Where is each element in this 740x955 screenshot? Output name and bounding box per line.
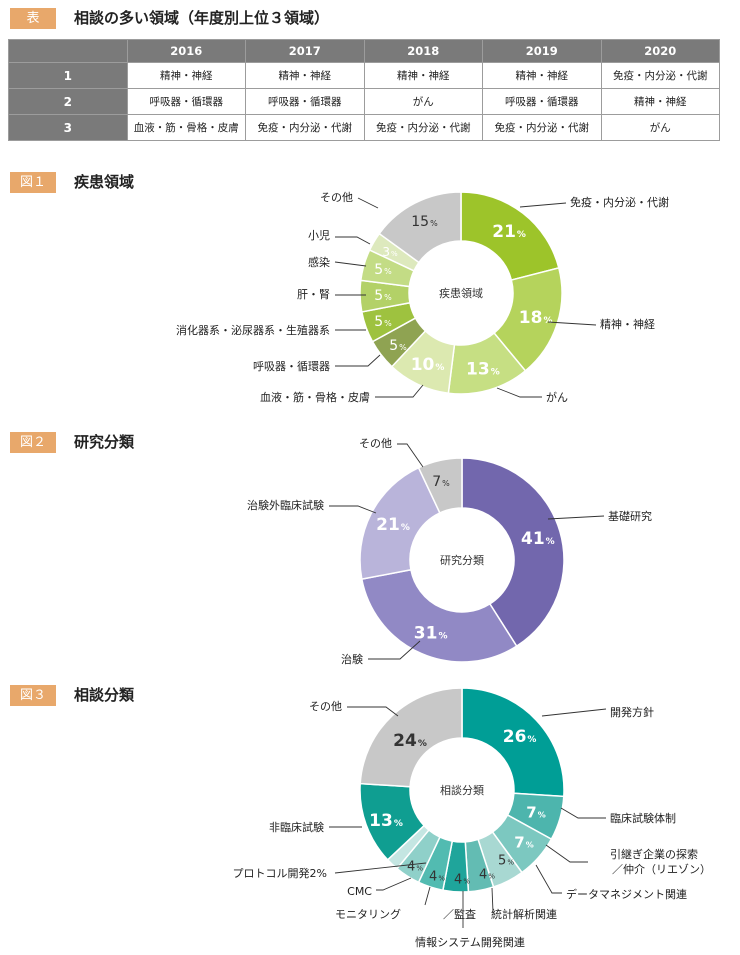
table-row: 3 血液・筋・骨格・皮膚 免疫・内分泌・代謝 免疫・内分泌・代謝 免疫・内分泌・…	[8, 114, 720, 141]
table-cell: 精神・神経	[482, 62, 602, 89]
rank-cell: 3	[8, 114, 128, 141]
top-regions-table: 2016 2017 2018 2019 2020 1 精神・神経 精神・神経 精…	[8, 39, 720, 141]
leader-line	[541, 708, 607, 717]
leader-line	[334, 261, 367, 267]
category-label: 感染	[308, 255, 330, 269]
year-header: 2018	[363, 39, 483, 63]
table-header-row: 2016 2017 2018 2019 2020	[8, 39, 720, 63]
donut-slice	[359, 687, 463, 788]
table-cell: 精神・神経	[126, 62, 246, 89]
leader-line	[347, 706, 399, 717]
figure1-title: 疾患領域	[74, 173, 135, 191]
donut-slice	[461, 457, 565, 648]
figure3-title: 相談分類	[74, 686, 135, 704]
year-header: 2016	[126, 39, 246, 63]
figure1-tag: 図１	[10, 172, 56, 193]
table-cell: 免疫・内分泌・代謝	[482, 114, 602, 141]
category-label: 小児	[308, 229, 330, 242]
leader-line	[375, 384, 424, 398]
category-label: 開発方針	[610, 705, 654, 719]
donut-slice	[378, 191, 462, 264]
table-cell: がん	[363, 88, 483, 115]
figure3-tag: 図３	[10, 685, 56, 706]
year-header: 2020	[600, 39, 720, 63]
table-cell: 血液・筋・骨格・皮膚	[126, 114, 246, 141]
category-label: 基礎研究	[608, 509, 652, 523]
category-label: その他	[320, 191, 353, 204]
donut-slice	[417, 457, 463, 514]
category-label: がん	[546, 390, 568, 404]
leader-line	[335, 354, 381, 367]
leader-line	[519, 202, 567, 208]
figure2-tag: 図２	[10, 432, 56, 453]
table-cell: 精神・神経	[245, 62, 365, 89]
table-title: 相談の多い領域（年度別上位３領域）	[74, 9, 330, 27]
category-label: 消化器系・泌尿器系・生殖器系	[176, 323, 330, 337]
table-cell: 免疫・内分泌・代謝	[600, 62, 720, 89]
category-label: その他	[309, 700, 342, 713]
category-label: プロトコル開発2%	[233, 866, 327, 880]
leader-line	[335, 236, 371, 245]
category-label: 臨床試験体制	[610, 811, 676, 825]
category-label: 情報システム開発関連	[415, 935, 525, 949]
category-label: 非臨床試験	[269, 820, 324, 834]
leader-line	[496, 387, 542, 398]
category-label: データマネジメント関連	[566, 887, 687, 901]
category-label: モニタリング	[335, 907, 401, 921]
leader-line	[535, 864, 562, 894]
table-cell: 精神・神経	[363, 62, 483, 89]
category-label: 治験	[341, 652, 363, 666]
category-label: ／仲介（リエゾン）	[612, 862, 711, 876]
leader-line	[560, 807, 606, 819]
category-label: 統計解析関連	[491, 907, 557, 921]
year-header: 2019	[482, 39, 602, 63]
year-header: 2017	[245, 39, 365, 63]
table-tag: 表	[10, 8, 56, 29]
consultation-type-donut-chart: 26%7%7%5%4%4%4%4%13%24%相談分類開発方針臨床試験体制引継ぎ…	[233, 687, 711, 949]
leader-line	[547, 321, 597, 326]
leader-line	[376, 877, 412, 891]
category-label: 精神・神経	[600, 317, 655, 331]
table-cell: 呼吸器・循環器	[482, 88, 602, 115]
table-cell: 呼吸器・循環器	[245, 88, 365, 115]
donut-slice	[360, 568, 518, 663]
leader-line	[357, 197, 379, 209]
leader-line	[547, 515, 605, 520]
rank-cell: 2	[8, 88, 128, 115]
disease-domain-donut-chart: 21%18%13%10%5%5%5%5%3%15%疾患領域免疫・内分泌・代謝精神…	[176, 191, 669, 404]
table-cell: 呼吸器・循環器	[126, 88, 246, 115]
category-label: 肝・腎	[297, 288, 330, 301]
donut-slice	[461, 687, 565, 798]
category-label: 呼吸器・循環器	[253, 360, 330, 373]
table-row: 1 精神・神経 精神・神経 精神・神経 精神・神経 免疫・内分泌・代謝	[8, 62, 720, 89]
leader-line	[424, 886, 431, 906]
leader-line	[545, 844, 588, 863]
table-cell: 免疫・内分泌・代謝	[245, 114, 365, 141]
leader-line	[491, 887, 494, 913]
donut-center-label: 相談分類	[440, 783, 484, 797]
table-corner-cell	[8, 39, 128, 63]
category-label: その他	[359, 437, 392, 450]
table-cell: がん	[600, 114, 720, 141]
table-cell: 免疫・内分泌・代謝	[363, 114, 483, 141]
donut-center-label: 研究分類	[440, 553, 484, 567]
leader-line	[329, 505, 377, 514]
leader-line	[368, 640, 421, 660]
rank-cell: 1	[8, 62, 128, 89]
category-label: 治験外臨床試験	[247, 498, 324, 512]
category-label: ／監査	[443, 907, 476, 921]
category-label: 免疫・内分泌・代謝	[570, 195, 669, 209]
category-label: CMC	[347, 885, 372, 898]
leader-line	[334, 862, 427, 874]
category-label: 血液・筋・骨格・皮膚	[260, 390, 370, 404]
category-label: 引継ぎ企業の探索	[610, 847, 698, 861]
donut-center-label: 疾患領域	[439, 286, 483, 300]
figure2-title: 研究分類	[74, 433, 135, 451]
table-row: 2 呼吸器・循環器 呼吸器・循環器 がん 呼吸器・循環器 精神・神経	[8, 88, 720, 115]
table-cell: 精神・神経	[600, 88, 720, 115]
leader-line	[397, 443, 424, 468]
